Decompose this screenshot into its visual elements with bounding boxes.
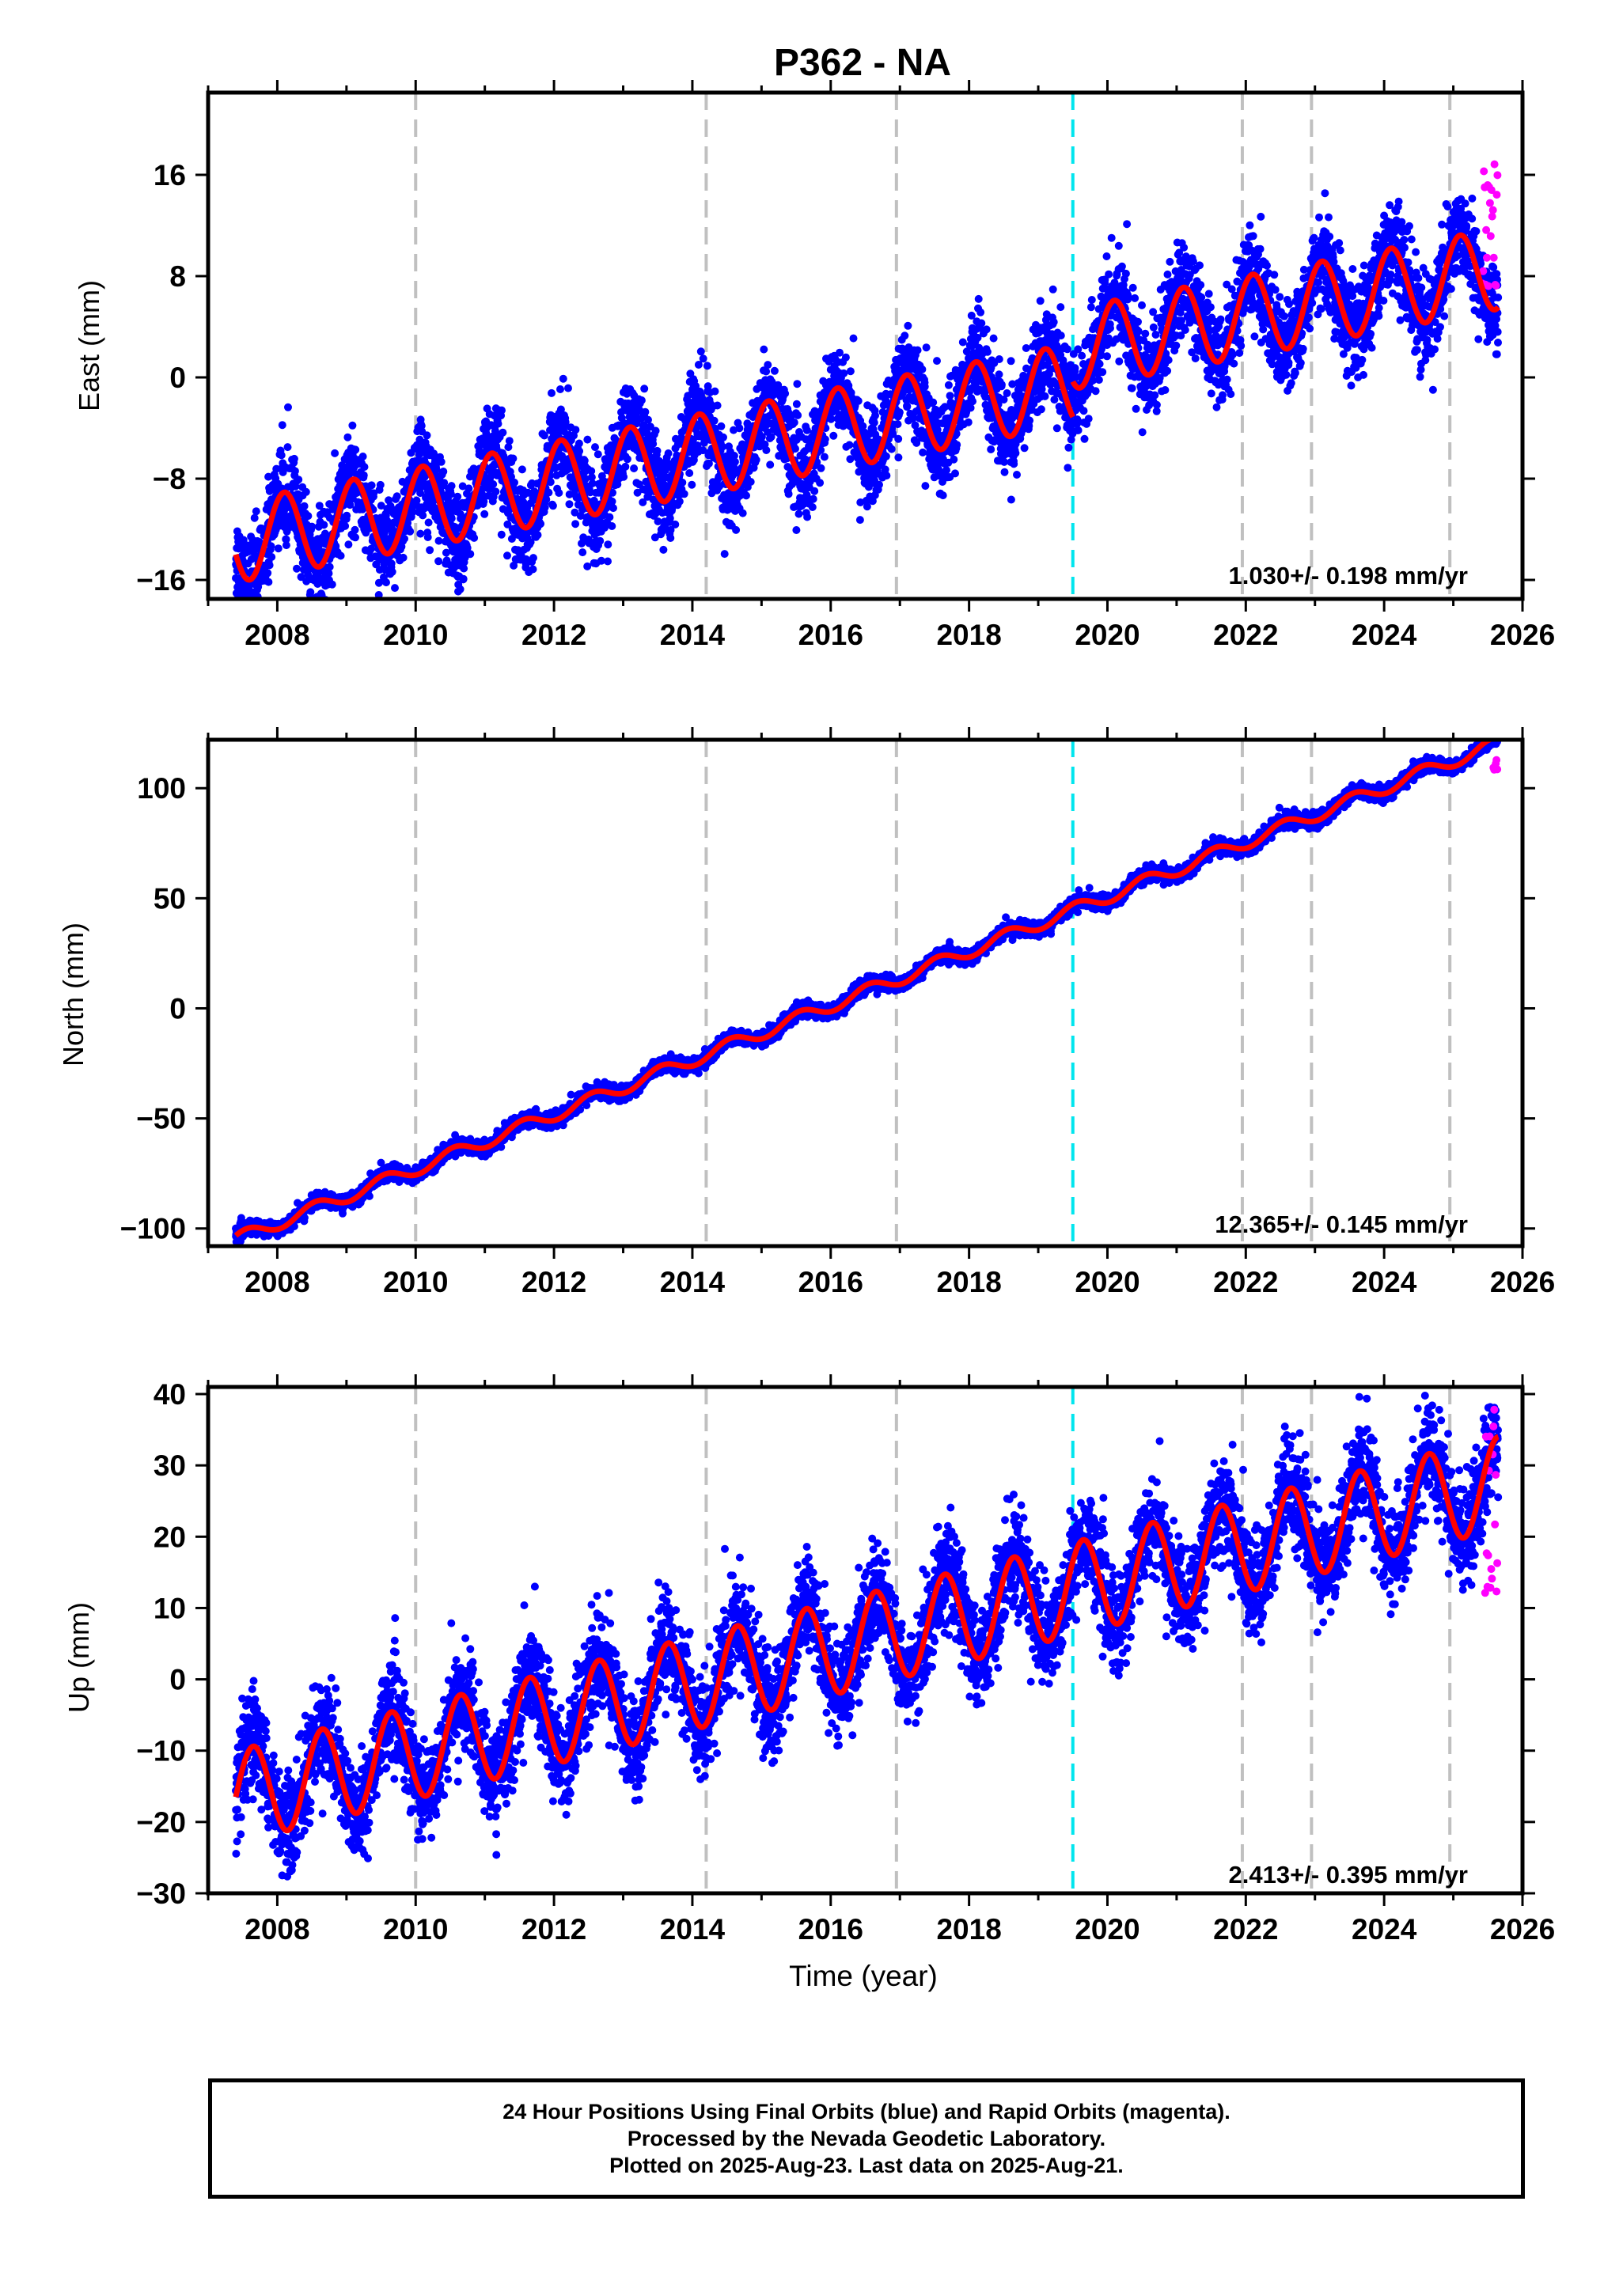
- east-y-tick-label: 8: [169, 260, 186, 293]
- up-panel: 2008 2010 2012 2014 2016 2018 2020 2022 2024 2026…: [63, 1374, 1555, 1992]
- east-x-tick-label-2022: 2022: [1213, 619, 1278, 651]
- north-x-tick-label-2018: 2018: [936, 1266, 1001, 1298]
- up-frame: 2008 2010 2012 2014 2016 2018 2020 2022 2024 2026…: [136, 1374, 1555, 1946]
- east-y-tick-label: 0: [169, 362, 186, 394]
- up-y-tick-label: −30: [136, 1877, 186, 1910]
- north-x-tick-label-2010: 2010: [383, 1266, 448, 1298]
- east-x-tick-label-2018: 2018: [936, 619, 1001, 651]
- north-y-tick-label: −100: [120, 1213, 186, 1245]
- east-y-tick-label: −8: [153, 463, 186, 495]
- east-rate-label: 1.030+/- 0.198 mm/yr: [1229, 562, 1468, 589]
- up-x-tick-label-2020: 2020: [1075, 1913, 1139, 1946]
- east-x-tick-label-2020: 2020: [1075, 619, 1139, 651]
- east-data-points: [232, 93, 1503, 599]
- up-x-tick-label-2010: 2010: [383, 1913, 448, 1946]
- up-y-tick-label: 10: [154, 1592, 186, 1624]
- east-panel: 2008 2010 2012 2014 2016 2018 2020 2022 2024 2026…: [73, 80, 1555, 651]
- up-x-tick-label-2026: 2026: [1490, 1913, 1555, 1946]
- east-x-tick-label-2024: 2024: [1352, 619, 1417, 651]
- north-frame: 2008 2010 2012 2014 2016 2018 2020 2022 2024 2026…: [120, 727, 1555, 1298]
- north-x-tick-label-2020: 2020: [1075, 1266, 1139, 1298]
- east-plot-border: [206, 90, 1525, 601]
- up-y-tick-label: 20: [154, 1521, 186, 1553]
- up-rapid-orbit-points: [1481, 1405, 1502, 1597]
- north-y-tick-label: 0: [169, 992, 186, 1025]
- up-y-tick-label: −20: [136, 1806, 186, 1839]
- north-x-tick-label-2022: 2022: [1213, 1266, 1278, 1298]
- north-x-tick-label-2014: 2014: [660, 1266, 726, 1298]
- east-y-tick-label: −16: [136, 564, 186, 597]
- up-plot-border: [206, 1385, 1525, 1896]
- up-rate-label: 2.413+/- 0.395 mm/yr: [1229, 1861, 1468, 1889]
- up-x-tick-label-2018: 2018: [936, 1913, 1001, 1946]
- up-axis-label: Up (mm): [63, 1602, 95, 1713]
- east-x-tick-label-2010: 2010: [383, 619, 448, 651]
- north-y-tick-label: 100: [137, 772, 186, 805]
- caption-box: 24 Hour Positions Using Final Orbits (bl…: [208, 2078, 1525, 2199]
- caption-line-2: Processed by the Nevada Geodetic Laborat…: [627, 2127, 1106, 2150]
- east-model-fit-segment-1: [1070, 232, 1501, 391]
- up-final-orbit-points: [232, 1392, 1503, 1893]
- time-axis-label: Time (year): [789, 1960, 938, 1992]
- north-rate-label: 12.365+/- 0.145 mm/yr: [1215, 1211, 1468, 1238]
- up-model-fit-segment-0: [233, 1554, 1076, 1834]
- up-x-tick-label-2014: 2014: [660, 1913, 726, 1946]
- up-y-tick-label: 30: [154, 1449, 186, 1482]
- north-panel: 2008 2010 2012 2014 2016 2018 2020 2022 2024 2026…: [57, 727, 1555, 1298]
- north-rapid-orbit-points: [1489, 756, 1502, 774]
- east-y-tick-label: 16: [154, 159, 186, 191]
- north-x-tick-label-2016: 2016: [798, 1266, 863, 1298]
- east-model-fit-segment-0: [233, 346, 1075, 583]
- up-x-tick-label-2024: 2024: [1352, 1913, 1417, 1946]
- up-x-tick-label-2012: 2012: [521, 1913, 586, 1946]
- north-x-tick-label-2026: 2026: [1490, 1266, 1555, 1298]
- up-y-tick-label: −10: [136, 1735, 186, 1767]
- east-x-tick-label-2026: 2026: [1490, 619, 1555, 651]
- north-model-fit-segment-0: [233, 901, 1075, 1238]
- up-x-tick-label-2016: 2016: [798, 1913, 863, 1946]
- chart-title: P362 - NA: [774, 42, 951, 84]
- up-data-points: [232, 1387, 1503, 1893]
- north-model-fit-segment-1: [1071, 740, 1499, 907]
- north-axis-label: North (mm): [57, 923, 89, 1067]
- caption-line-3: Plotted on 2025-Aug-23. Last data on 202…: [609, 2154, 1124, 2177]
- north-x-tick-label-2008: 2008: [245, 1266, 309, 1298]
- east-x-tick-label-2012: 2012: [521, 619, 586, 651]
- east-x-tick-label-2016: 2016: [798, 619, 863, 651]
- up-y-tick-label: 0: [169, 1664, 186, 1696]
- caption-line-1: 24 Hour Positions Using Final Orbits (bl…: [502, 2100, 1230, 2124]
- east-axis-label: East (mm): [73, 280, 105, 411]
- up-x-tick-label-2022: 2022: [1213, 1913, 1278, 1946]
- north-plot-border: [206, 737, 1525, 1248]
- up-x-tick-label-2008: 2008: [245, 1913, 309, 1946]
- north-y-tick-label: −50: [136, 1103, 186, 1135]
- east-x-tick-label-2014: 2014: [660, 619, 726, 651]
- east-x-tick-label-2008: 2008: [245, 619, 309, 651]
- north-data-points: [232, 740, 1502, 1246]
- up-y-tick-label: 40: [154, 1378, 186, 1411]
- east-frame: 2008 2010 2012 2014 2016 2018 2020 2022 2024 2026…: [136, 80, 1555, 651]
- north-x-tick-label-2024: 2024: [1352, 1266, 1417, 1298]
- up-model-fit-segment-1: [1070, 1434, 1500, 1627]
- north-y-tick-label: 50: [154, 882, 186, 915]
- north-x-tick-label-2012: 2012: [521, 1266, 586, 1298]
